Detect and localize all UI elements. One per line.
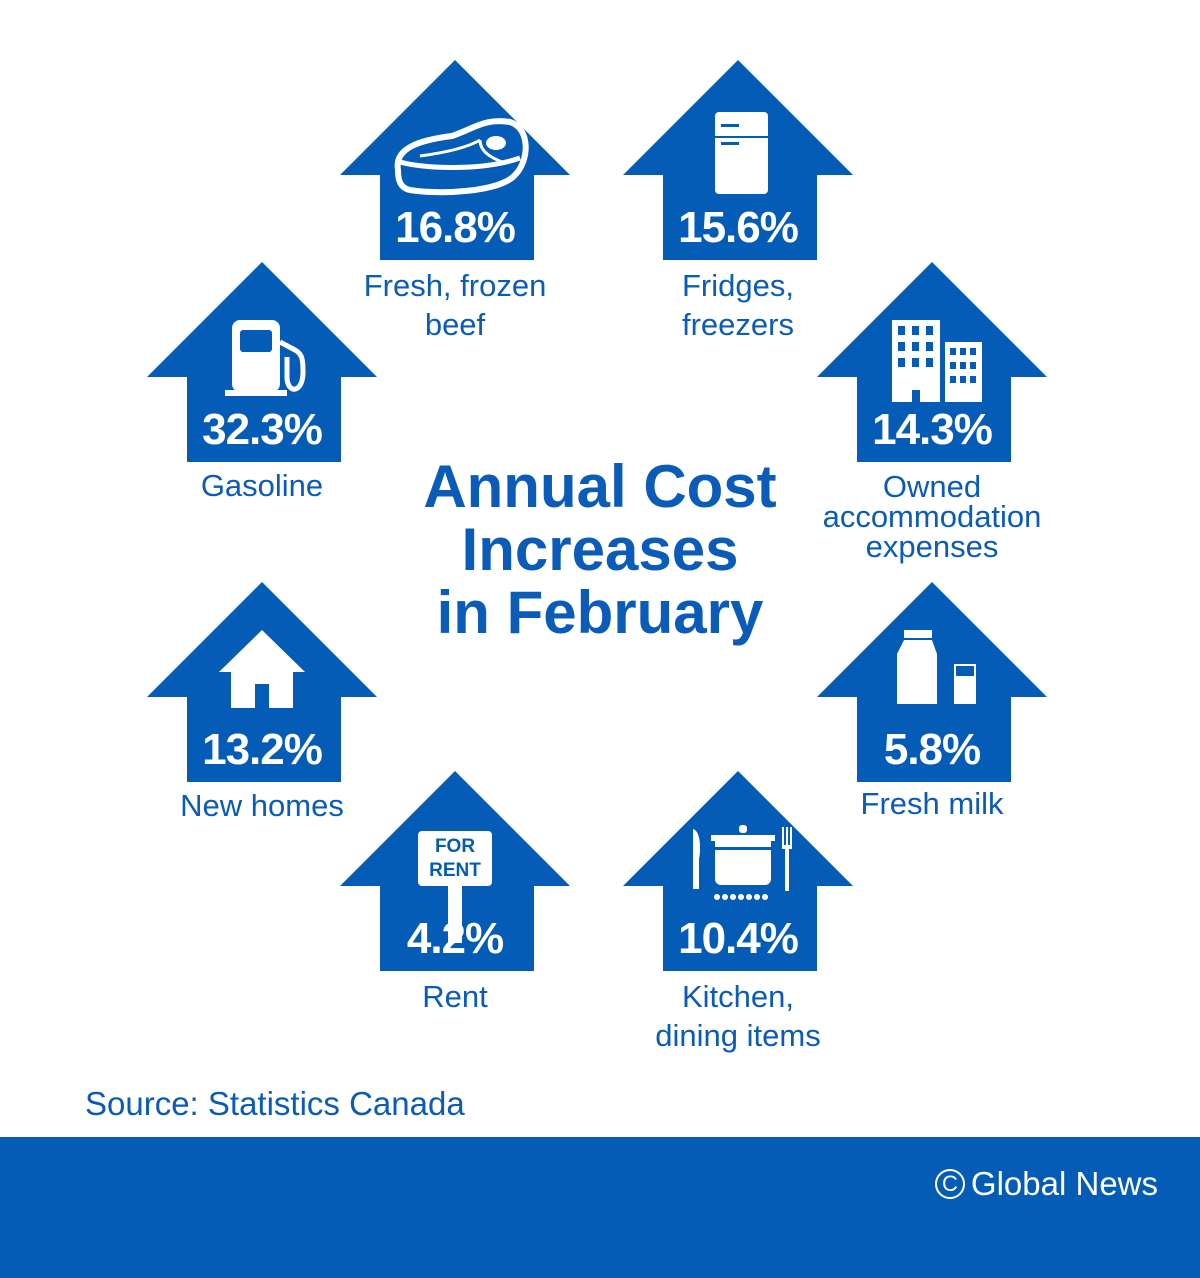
- buildings-icon: [892, 320, 982, 402]
- item-gasoline: 32.3% Gasoline: [147, 262, 377, 503]
- label-line: New homes: [180, 788, 344, 823]
- house-icon: [219, 630, 305, 708]
- item-label: New homes: [87, 786, 437, 825]
- percent-value: 14.3%: [872, 405, 993, 454]
- item-label: Fridges, freezers: [563, 266, 913, 344]
- page-title: Annual Cost Increases in February: [350, 455, 850, 644]
- label-line: Fridges,: [682, 268, 794, 303]
- steak-icon: [394, 118, 529, 196]
- up-arrow: 16.8%: [340, 60, 570, 260]
- label-line: freezers: [682, 307, 794, 342]
- percent-value: 4.2%: [406, 914, 504, 963]
- title-line: Increases: [461, 516, 739, 583]
- item-label: Fresh milk: [757, 784, 1107, 823]
- item-label: Kitchen, dining items: [563, 977, 913, 1055]
- sign-text: FOR: [434, 836, 476, 857]
- sign-text: RENT: [429, 860, 481, 881]
- item-label: Rent: [280, 977, 630, 1016]
- item-fresh-milk: 5.8% Fresh milk: [817, 582, 1047, 821]
- percent-value: 16.8%: [395, 203, 516, 252]
- percent-value: 13.2%: [202, 725, 323, 774]
- milk-carton-icon: [897, 630, 976, 704]
- up-arrow: FOR RENT 4.2%: [340, 771, 570, 971]
- percent-value: 15.6%: [678, 203, 799, 252]
- percent-value: 32.3%: [202, 405, 323, 454]
- item-rent: FOR RENT 4.2% Rent: [340, 771, 570, 1014]
- label-line: dining items: [655, 1018, 821, 1053]
- up-arrow: 10.4%: [623, 771, 853, 971]
- label-line: Kitchen,: [681, 979, 794, 1014]
- title-line: Annual Cost: [423, 453, 777, 520]
- up-arrow: 5.8%: [817, 582, 1047, 782]
- item-fridges: 15.6% Fridges, freezers: [623, 60, 853, 342]
- label-line: Owned: [882, 469, 982, 504]
- up-arrow: 15.6%: [623, 60, 853, 260]
- item-owned-accommodation: 14.3% Owned accommodation expenses: [817, 262, 1047, 562]
- for-rent-sign-icon: FOR RENT: [380, 811, 530, 943]
- source-note: Source: Statistics Canada: [85, 1085, 465, 1122]
- item-label: Owned accommodation expenses: [757, 469, 1107, 564]
- label-line: accommodation: [822, 499, 1042, 534]
- gas-pump-icon: [225, 320, 306, 396]
- global-news-logo: C Global News: [934, 1165, 1158, 1203]
- item-new-homes: 13.2% New homes: [147, 582, 377, 823]
- footer-bar: C Global News: [0, 1137, 1200, 1278]
- label-line: Gasoline: [200, 468, 324, 503]
- up-arrow: 14.3%: [817, 262, 1047, 462]
- copyright-icon: C: [934, 1169, 965, 1199]
- item-kitchen-dining: 10.4% Kitchen, dining items: [623, 771, 853, 1053]
- fridge-icon: [715, 112, 768, 194]
- percent-value: 5.8%: [883, 725, 981, 774]
- label-line: expenses: [865, 529, 999, 564]
- item-beef: 16.8% Fresh, frozen beef: [340, 60, 570, 342]
- cooking-pot-icon: [693, 825, 792, 900]
- title-line: in February: [436, 579, 764, 646]
- item-label: Fresh, frozen beef: [280, 266, 630, 344]
- label-line: Fresh, frozen: [363, 268, 547, 303]
- percent-value: 10.4%: [678, 914, 799, 963]
- label-line: Fresh milk: [860, 786, 1004, 821]
- up-arrow: 13.2%: [147, 582, 377, 782]
- item-label: Gasoline: [87, 466, 437, 505]
- up-arrow: 32.3%: [147, 262, 377, 462]
- brand-name: Global News: [970, 1165, 1158, 1202]
- label-line: Rent: [422, 979, 488, 1014]
- label-line: beef: [424, 307, 486, 342]
